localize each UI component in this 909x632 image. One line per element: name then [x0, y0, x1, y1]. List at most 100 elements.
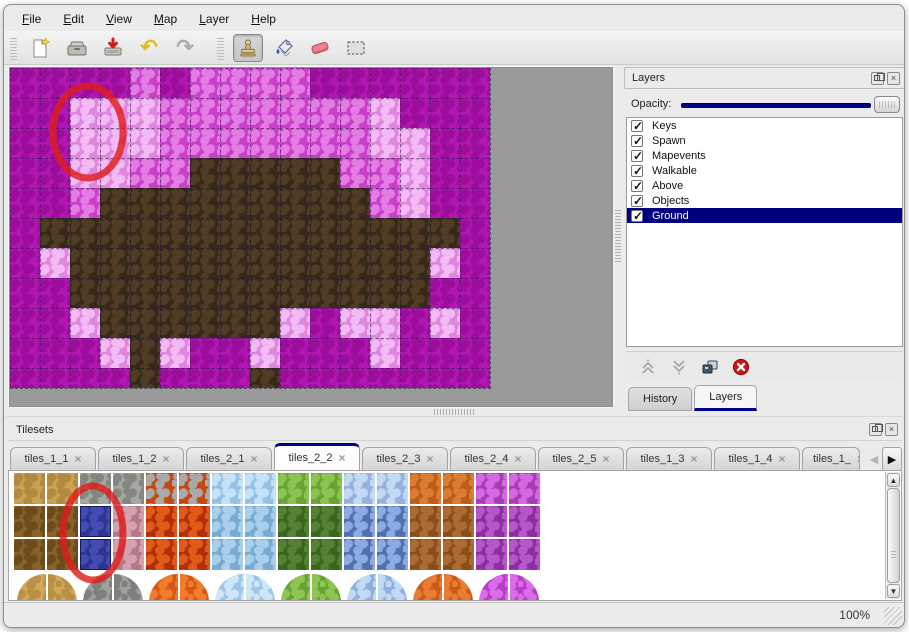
- raise-layer-button[interactable]: [636, 355, 660, 379]
- map-tile-cave-floor-brown[interactable]: [400, 278, 430, 308]
- map-canvas[interactable]: [10, 68, 491, 389]
- map-tile-pale-pink-knit[interactable]: [100, 338, 130, 368]
- map-tile-dark-magenta-scale[interactable]: [430, 68, 460, 98]
- map-tile-dark-magenta-scale[interactable]: [40, 98, 70, 128]
- map-tile-dark-magenta-scale[interactable]: [430, 158, 460, 188]
- map-tile-dark-magenta-scale[interactable]: [460, 68, 490, 98]
- stamp-tool-button[interactable]: [233, 33, 263, 62]
- tab-close-icon[interactable]: ×: [250, 452, 258, 466]
- tileset-tile-webB[interactable]: [509, 539, 540, 570]
- map-tile-cave-floor-brown[interactable]: [310, 218, 340, 248]
- tab-close-icon[interactable]: ×: [426, 452, 434, 466]
- map-tile-dark-magenta-scale[interactable]: [40, 338, 70, 368]
- map-tile-bright-magenta-knit[interactable]: [250, 128, 280, 158]
- map-tile-bright-magenta-knit[interactable]: [160, 158, 190, 188]
- layers-close-button[interactable]: ×: [887, 71, 900, 85]
- tileset-tile-rustA[interactable]: [443, 473, 474, 504]
- tileset-tile-vineA[interactable]: [278, 473, 309, 504]
- map-tile-cave-floor-brown[interactable]: [220, 188, 250, 218]
- menu-file[interactable]: File: [22, 12, 42, 26]
- map-tile-dark-magenta-scale[interactable]: [310, 338, 340, 368]
- menu-view[interactable]: View: [106, 12, 132, 26]
- layer-visibility-checkbox[interactable]: [631, 149, 643, 163]
- map-tile-cave-floor-brown[interactable]: [430, 218, 460, 248]
- toolbar-grip[interactable]: [10, 35, 17, 60]
- scroll-down-button[interactable]: ▼: [887, 584, 900, 598]
- map-tile-cave-floor-brown[interactable]: [160, 188, 190, 218]
- fill-tool-button[interactable]: [269, 34, 299, 62]
- map-tile-dark-magenta-scale[interactable]: [460, 218, 490, 248]
- map-tile-pale-pink-knit[interactable]: [400, 188, 430, 218]
- map-tile-pale-pink-knit[interactable]: [430, 248, 460, 278]
- map-tile-bright-magenta-knit[interactable]: [160, 128, 190, 158]
- tileset-tile-stone[interactable]: [80, 473, 111, 504]
- map-tile-cave-floor-brown[interactable]: [70, 248, 100, 278]
- layer-row-objects[interactable]: Objects: [627, 193, 902, 208]
- tab-scroll-left-button[interactable]: ◀: [869, 453, 879, 466]
- map-tile-cave-floor-brown[interactable]: [400, 218, 430, 248]
- map-tile-dark-magenta-scale[interactable]: [430, 98, 460, 128]
- map-tile-dark-magenta-scale[interactable]: [40, 68, 70, 98]
- map-tile-bright-magenta-knit[interactable]: [250, 98, 280, 128]
- map-tile-pale-pink-knit[interactable]: [370, 338, 400, 368]
- map-tile-cave-floor-brown[interactable]: [70, 218, 100, 248]
- map-tile-pale-pink-knit[interactable]: [400, 158, 430, 188]
- tileset-tile-vineA[interactable]: [311, 473, 342, 504]
- map-tile-cave-floor-brown[interactable]: [220, 308, 250, 338]
- tileset-tile-cryB[interactable]: [344, 506, 375, 537]
- map-tile-pale-pink-knit[interactable]: [370, 128, 400, 158]
- tileset-tab-tiles_1_1[interactable]: tiles_1_1 ×: [10, 447, 96, 471]
- map-tile-dark-magenta-scale[interactable]: [40, 158, 70, 188]
- layer-row-walkable[interactable]: Walkable: [627, 163, 902, 178]
- tileset-tile-flame[interactable]: [179, 539, 210, 570]
- map-tile-dark-magenta-scale[interactable]: [460, 128, 490, 158]
- map-tile-bright-magenta-knit[interactable]: [220, 98, 250, 128]
- new-file-button[interactable]: [26, 34, 56, 62]
- map-tile-cave-floor-brown[interactable]: [340, 188, 370, 218]
- map-tile-cave-floor-brown[interactable]: [340, 218, 370, 248]
- tilesets-float-button[interactable]: [869, 423, 883, 436]
- tileset-scrollbar[interactable]: ▲ ▼: [885, 472, 900, 599]
- tileset-tile-cryA[interactable]: [377, 473, 408, 504]
- map-tile-cave-floor-brown[interactable]: [130, 218, 160, 248]
- map-tile-pale-pink-knit[interactable]: [130, 128, 160, 158]
- map-tile-dark-magenta-scale[interactable]: [10, 158, 40, 188]
- map-tile-cave-floor-brown[interactable]: [280, 158, 310, 188]
- map-tile-cave-floor-brown[interactable]: [310, 248, 340, 278]
- tileset-tab-tiles_1_3[interactable]: tiles_1_3 ×: [626, 447, 712, 471]
- map-tile-dark-magenta-scale[interactable]: [10, 188, 40, 218]
- horizontal-splitter[interactable]: [4, 407, 904, 416]
- map-tile-bright-magenta-knit[interactable]: [370, 158, 400, 188]
- tileset-tile-flame[interactable]: [146, 506, 177, 537]
- undo-button[interactable]: ↶: [134, 34, 164, 62]
- map-tile-cave-floor-brown[interactable]: [250, 188, 280, 218]
- menu-help[interactable]: Help: [251, 12, 276, 26]
- scroll-up-button[interactable]: ▲: [887, 473, 900, 487]
- map-tile-cave-floor-brown[interactable]: [130, 338, 160, 368]
- tileset-content[interactable]: ▲ ▼: [8, 470, 902, 601]
- map-tile-pale-pink-knit[interactable]: [160, 338, 190, 368]
- tileset-tab-tiles_1[interactable]: tiles_1_ ×: [802, 447, 860, 471]
- map-tile-bright-magenta-knit[interactable]: [220, 68, 250, 98]
- map-tile-cave-floor-brown[interactable]: [250, 308, 280, 338]
- map-tile-cave-floor-brown[interactable]: [100, 188, 130, 218]
- map-tile-pale-pink-knit[interactable]: [100, 158, 130, 188]
- map-tile-dark-magenta-scale[interactable]: [40, 128, 70, 158]
- map-tile-bright-magenta-knit[interactable]: [280, 98, 310, 128]
- layer-visibility-checkbox[interactable]: [631, 164, 643, 178]
- map-tile-bright-magenta-knit[interactable]: [70, 188, 100, 218]
- map-tile-bright-magenta-knit[interactable]: [190, 98, 220, 128]
- horizontal-splitter-grip[interactable]: [434, 409, 474, 415]
- map-tile-bright-magenta-knit[interactable]: [340, 158, 370, 188]
- dock-tab-layers[interactable]: Layers: [694, 385, 758, 411]
- map-tile-dark-magenta-scale[interactable]: [400, 98, 430, 128]
- tileset-tile-iceA[interactable]: [212, 473, 243, 504]
- map-tile-dark-magenta-scale[interactable]: [460, 278, 490, 308]
- map-tile-dark-magenta-scale[interactable]: [10, 218, 40, 248]
- map-tile-dark-magenta-scale[interactable]: [220, 368, 250, 388]
- save-file-button[interactable]: [98, 34, 128, 62]
- map-tile-dark-magenta-scale[interactable]: [400, 368, 430, 388]
- tileset-tile-straw[interactable]: [47, 506, 78, 537]
- vertical-splitter-grip[interactable]: [615, 210, 621, 262]
- map-tile-cave-floor-brown[interactable]: [310, 188, 340, 218]
